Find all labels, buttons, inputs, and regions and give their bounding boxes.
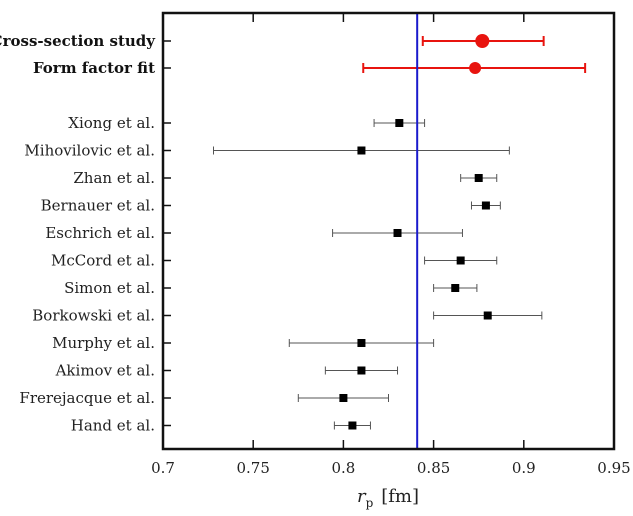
row-label-form-factor-fit: Form factor fit xyxy=(33,59,155,77)
data-point-frerejacque-et-al xyxy=(339,394,348,402)
data-point-borkowski-et-al xyxy=(483,311,492,320)
plot-marks xyxy=(163,13,587,449)
x-axis-subscript: p xyxy=(366,496,374,510)
x-tick-label: 0.7 xyxy=(151,459,175,477)
data-point-zhan-et-al xyxy=(474,174,483,182)
data-point-cross-section-study xyxy=(475,34,490,48)
row-label-zhan-et-al: Zhan et al. xyxy=(73,169,155,187)
row-label-frerejacque-et-al: Frerejacque et al. xyxy=(19,389,155,407)
row-label-xiong-et-al: Xiong et al. xyxy=(68,114,155,132)
row-label-murphy-et-al: Murphy et al. xyxy=(52,334,155,352)
row-label-akimov-et-al: Akimov et al. xyxy=(55,362,155,380)
data-point-hand-et-al xyxy=(348,421,357,430)
x-tick-label: 0.75 xyxy=(236,459,269,477)
row-label-hand-et-al: Hand et al. xyxy=(71,417,155,435)
x-axis-label: rp [fm] xyxy=(357,486,419,510)
data-point-eschrich-et-al xyxy=(393,229,402,237)
plot-frame xyxy=(161,11,616,451)
x-axis-symbol: r xyxy=(357,486,367,507)
data-point-murphy-et-al xyxy=(357,339,366,347)
row-label-bernauer-et-al: Bernauer et al. xyxy=(41,197,155,215)
data-point-mihovilovic-et-al xyxy=(357,146,366,155)
data-point-xiong-et-al xyxy=(395,119,404,127)
data-point-bernauer-et-al xyxy=(481,201,490,210)
x-axis-unit: [fm] xyxy=(381,486,419,507)
x-tick-label: 0.95 xyxy=(597,459,630,477)
data-point-simon-et-al xyxy=(451,284,460,292)
data-point-mccord-et-al xyxy=(456,256,465,265)
row-label-cross-section-study: Cross-section study xyxy=(0,32,156,50)
row-label-mccord-et-al: McCord et al. xyxy=(51,252,155,270)
row-label-simon-et-al: Simon et al. xyxy=(64,279,155,297)
row-label-eschrich-et-al: Eschrich et al. xyxy=(45,224,155,242)
row-label-borkowski-et-al: Borkowski et al. xyxy=(32,307,155,325)
x-axis: 0.7 0.75 0.8 0.85 0.9 0.95 xyxy=(151,13,631,477)
data-point-form-factor-fit xyxy=(469,62,482,74)
data-point-akimov-et-al xyxy=(357,366,366,375)
row-label-mihovilovic-et-al: Mihovilovic et al. xyxy=(24,142,155,160)
x-tick-label: 0.9 xyxy=(512,459,536,477)
x-tick-label: 0.8 xyxy=(331,459,355,477)
x-tick-label: 0.85 xyxy=(417,459,450,477)
